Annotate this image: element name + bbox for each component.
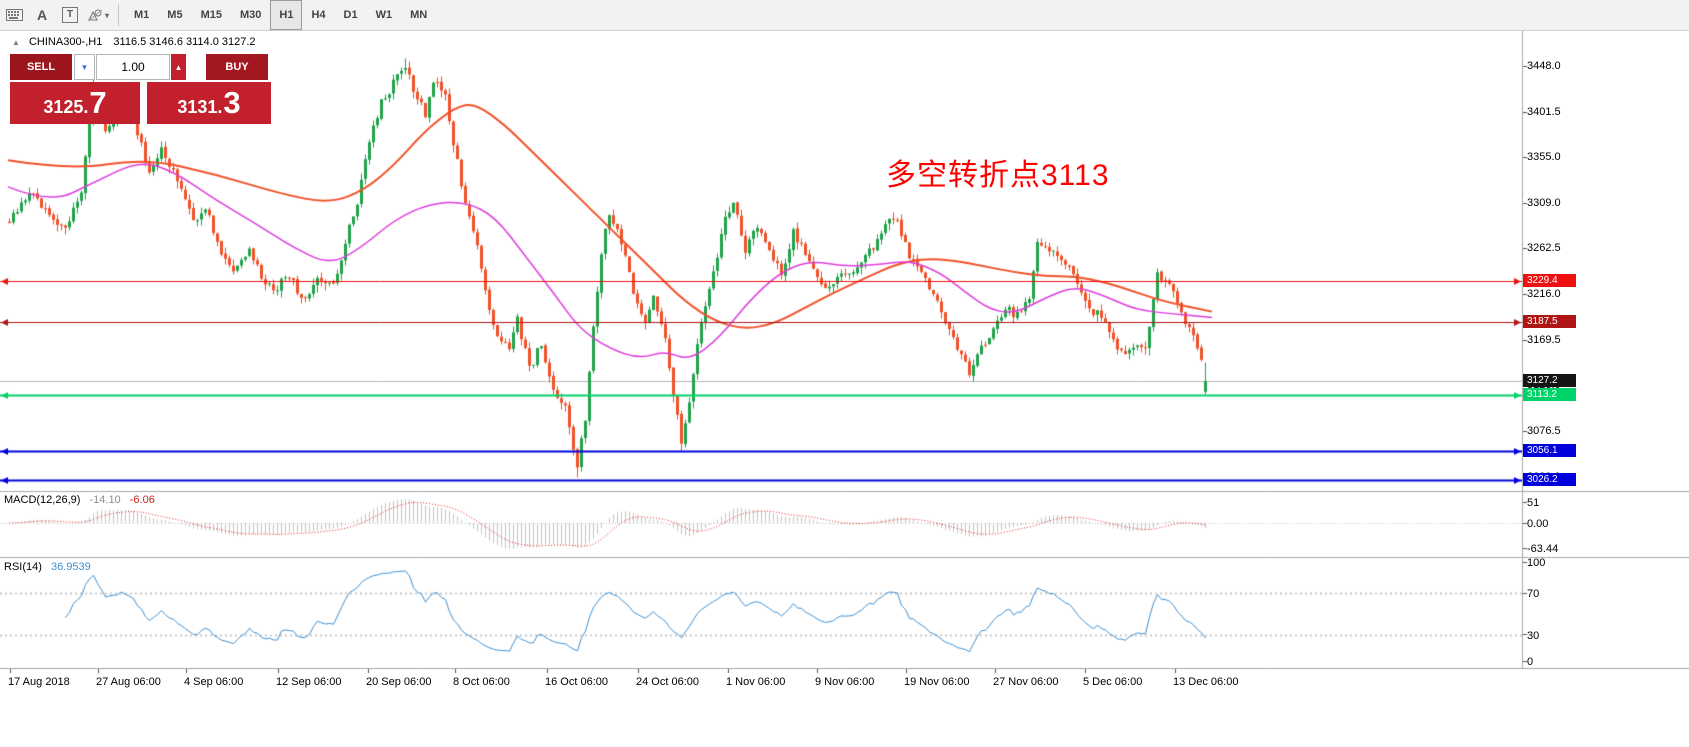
hline-badge: 3056.1 bbox=[1523, 444, 1576, 457]
sell-price-main: 3125. bbox=[43, 97, 89, 117]
macd-axis-label: 0.00 bbox=[1527, 518, 1549, 530]
buy-price-pips: 3 bbox=[223, 85, 241, 120]
lot-size-input[interactable] bbox=[96, 54, 170, 80]
timeframe-button-w1[interactable]: W1 bbox=[375, 9, 393, 21]
current-price-badge: 3127.2 bbox=[1523, 374, 1576, 387]
rsi-axis-label: 100 bbox=[1527, 557, 1546, 569]
time-axis-label: 20 Sep 06:00 bbox=[366, 676, 432, 688]
time-axis-label: 1 Nov 06:00 bbox=[726, 676, 786, 688]
sell-price-pips: 7 bbox=[89, 85, 107, 120]
price-axis-label: 3309.0 bbox=[1527, 196, 1561, 209]
symbol-name: CHINA300-,H1 bbox=[28, 36, 103, 48]
timeframe-button-h1[interactable]: H1 bbox=[270, 0, 303, 30]
main-toolbar: A T ▾ M1 M5 M15 M30 H1 H4 D1 W1 MN bbox=[0, 0, 1689, 31]
price-axis-label: 3216.0 bbox=[1527, 287, 1561, 300]
hline-badge: 3187.5 bbox=[1523, 315, 1576, 328]
time-axis-label: 8 Oct 06:00 bbox=[453, 676, 510, 688]
price-axis-label: 3448.0 bbox=[1527, 60, 1561, 72]
time-axis-label: 17 Aug 2018 bbox=[8, 676, 70, 688]
ohlc-values: 3116.5 3146.6 3114.0 3127.2 bbox=[113, 36, 256, 48]
macd-axis-label: -63.44 bbox=[1527, 543, 1559, 555]
buy-price-main: 3131. bbox=[177, 97, 223, 117]
trade-panel-prices: 3125. 7 3131. 3 bbox=[10, 82, 271, 124]
time-axis-label: 5 Dec 06:00 bbox=[1083, 676, 1143, 688]
rsi-axis-label: 0 bbox=[1527, 656, 1534, 668]
timeframe-button-d1[interactable]: D1 bbox=[343, 9, 358, 21]
time-axis-label: 16 Oct 06:00 bbox=[545, 676, 608, 688]
trade-panel-controls: SELL ▼ ▲ BUY bbox=[10, 54, 271, 80]
timeframe-button-m30[interactable]: M30 bbox=[239, 9, 262, 21]
rsi-title: RSI(14) bbox=[4, 561, 42, 573]
timeframe-button-h4[interactable]: H4 bbox=[311, 9, 326, 21]
lot-dropdown-button[interactable]: ▼ bbox=[74, 54, 95, 80]
annotation-text: 多空转折点3113 bbox=[886, 159, 1110, 192]
chevron-down-icon: ▼ bbox=[80, 62, 89, 72]
timeframe-button-mn[interactable]: MN bbox=[410, 9, 428, 21]
hline-badge: 3026.2 bbox=[1523, 473, 1576, 486]
time-axis-label: 27 Nov 06:00 bbox=[993, 676, 1059, 688]
price-axis-label: 3401.5 bbox=[1527, 105, 1561, 118]
text-label-icon[interactable]: A bbox=[36, 7, 48, 23]
rsi-axis-label: 70 bbox=[1527, 588, 1540, 600]
chart-symbol-header: ▲ CHINA300-,H1 3116.5 3146.6 3114.0 3127… bbox=[12, 36, 256, 48]
timeframe-group: M1 M5 M15 M30 H1 H4 D1 W1 MN bbox=[125, 0, 436, 30]
price-axis-label: 3076.5 bbox=[1527, 425, 1561, 437]
text-box-icon[interactable]: T bbox=[57, 2, 83, 28]
chevron-up-icon: ▲ bbox=[174, 62, 183, 72]
toolbar-separator bbox=[118, 4, 119, 26]
time-axis-label: 19 Nov 06:00 bbox=[904, 676, 970, 688]
timeframe-button-m5[interactable]: M5 bbox=[167, 9, 183, 21]
collapse-icon[interactable]: ▲ bbox=[12, 38, 20, 47]
text-box-glyph: T bbox=[62, 7, 78, 23]
shapes-glyph bbox=[87, 9, 103, 22]
macd-main-value: -14.10 bbox=[89, 494, 121, 506]
sell-price-box[interactable]: 3125. 7 bbox=[10, 82, 140, 124]
time-axis-label: 12 Sep 06:00 bbox=[276, 676, 342, 688]
macd-axis-label: 51 bbox=[1527, 497, 1540, 509]
chevron-down-icon: ▾ bbox=[104, 10, 109, 20]
keyboard-glyph bbox=[5, 9, 23, 21]
sell-button[interactable]: SELL bbox=[10, 54, 72, 80]
rsi-axis-label: 30 bbox=[1527, 630, 1540, 642]
one-click-trading-panel: SELL ▼ ▲ BUY 3125.7 3131.3 bbox=[10, 54, 271, 124]
buy-price-box[interactable]: 3131. 3 bbox=[147, 82, 271, 124]
time-axis-label: 24 Oct 06:00 bbox=[636, 676, 699, 688]
timeframe-button-m15[interactable]: M15 bbox=[200, 9, 222, 21]
shapes-tool-icon[interactable]: ▾ bbox=[85, 2, 111, 28]
timeframe-button-m1[interactable]: M1 bbox=[134, 9, 150, 21]
time-axis-label: 4 Sep 06:00 bbox=[184, 676, 244, 688]
buy-button[interactable]: BUY bbox=[206, 54, 268, 80]
rsi-header: RSI(14) 36.9539 bbox=[4, 561, 91, 573]
macd-header: MACD(12,26,9) -14.10 -6.06 bbox=[4, 494, 155, 506]
macd-title: MACD(12,26,9) bbox=[4, 494, 81, 506]
price-axis-label: 3355.0 bbox=[1527, 151, 1561, 164]
rsi-value: 36.9539 bbox=[50, 561, 91, 573]
time-axis-label: 13 Dec 06:00 bbox=[1173, 676, 1239, 688]
time-axis-label: 9 Nov 06:00 bbox=[815, 676, 875, 688]
time-axis-label: 27 Aug 06:00 bbox=[96, 676, 161, 688]
macd-signal-value: -6.06 bbox=[129, 494, 155, 506]
trade-panel-gap bbox=[186, 54, 206, 80]
keyboard-icon[interactable] bbox=[1, 2, 27, 28]
hline-badge: 3229.4 bbox=[1523, 274, 1576, 287]
hline-badge: 3113.2 bbox=[1523, 388, 1576, 401]
lot-increase-button[interactable]: ▲ bbox=[171, 54, 186, 80]
price-axis-label: 3262.5 bbox=[1527, 242, 1561, 255]
price-axis-label: 3169.5 bbox=[1527, 333, 1561, 346]
